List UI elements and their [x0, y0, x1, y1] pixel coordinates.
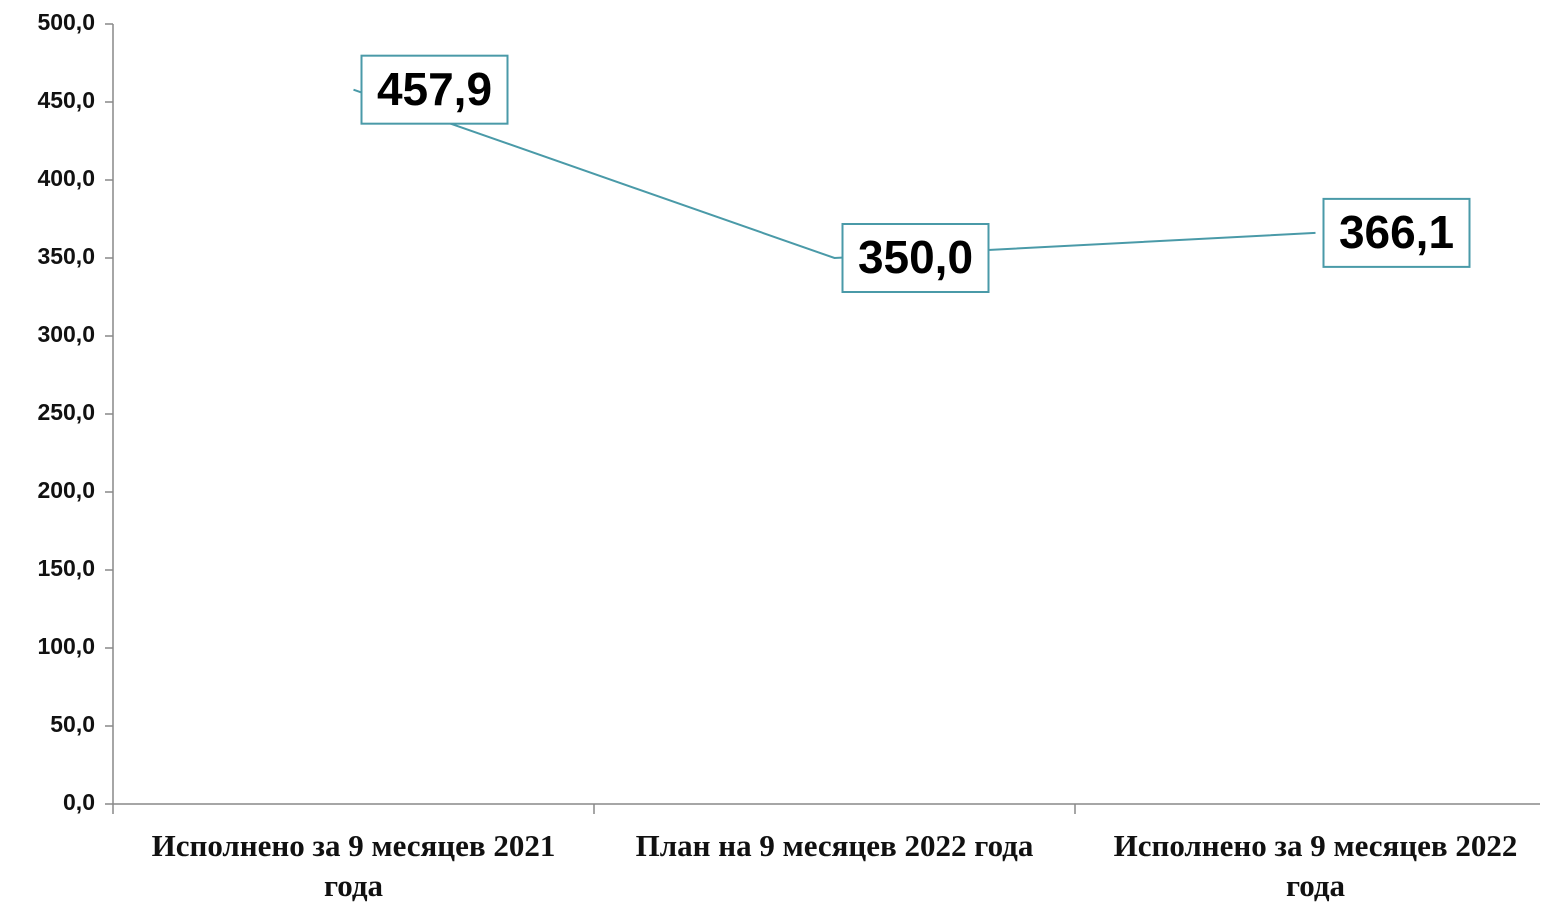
y-tick-label: 350,0	[37, 243, 95, 269]
y-tick-label: 50,0	[50, 711, 95, 737]
data-label: 366,1	[1339, 206, 1454, 258]
data-label: 350,0	[858, 231, 973, 283]
data-label-box	[1322, 197, 1471, 268]
y-tick-label: 0,0	[63, 789, 95, 815]
y-tick-label: 500,0	[37, 9, 95, 35]
x-tick-label: Исполнено за 9 месяцев 2021 года	[151, 828, 556, 903]
data-label-box	[841, 223, 990, 293]
y-tick-label: 250,0	[37, 399, 95, 425]
y-tick-label: 400,0	[37, 165, 95, 191]
y-tick-label: 450,0	[37, 87, 95, 113]
y-tick-label: 200,0	[37, 477, 95, 503]
y-tick-label: 100,0	[37, 633, 95, 659]
x-tick-label: План на 9 месяцев 2022 года	[635, 828, 1034, 863]
x-tick-label: Исполнено за 9 месяцев 2022 года	[1113, 828, 1518, 903]
data-label-box	[360, 54, 509, 125]
y-tick-label: 300,0	[37, 321, 95, 347]
data-label: 457,9	[377, 63, 492, 115]
y-tick-label: 150,0	[37, 555, 95, 581]
data-line	[353, 88, 1316, 260]
